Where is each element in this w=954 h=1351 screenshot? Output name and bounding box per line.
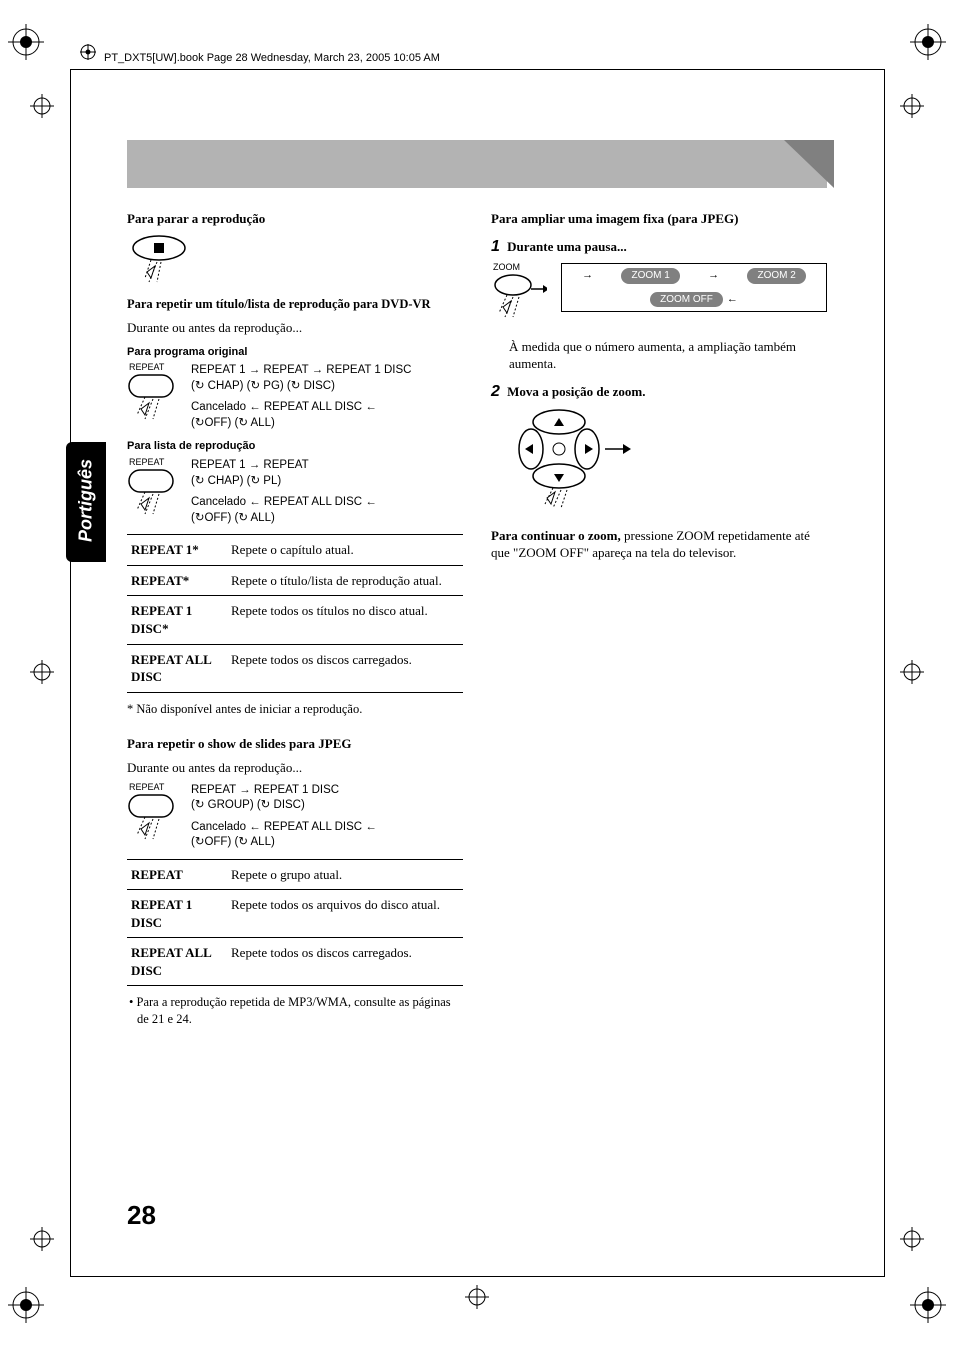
term: REPEAT 1* [127, 535, 227, 566]
zoom-button-label: ZOOM [493, 263, 561, 272]
step-number: 2 [491, 383, 500, 400]
cycle-text: (↻OFF) (↻ ALL) [191, 416, 463, 432]
definition: Repete o título/lista de reprodução atua… [227, 565, 463, 596]
frame-line [70, 69, 71, 1277]
repeat-jpeg-diagram: REPEAT REPEAT → REPEAT 1 DISC (↻ GROUP) … [127, 783, 463, 851]
reg-mark-icon [8, 24, 44, 60]
zoom-note-text: À medida que o número aumenta, a ampliaç… [509, 338, 827, 373]
zoom-level-pill: ZOOM 2 [747, 268, 805, 284]
cycle-text: (↻OFF) (↻ ALL) [191, 835, 463, 851]
table-row: REPEAT* Repete o título/lista de reprodu… [127, 565, 463, 596]
cross-pin-icon [900, 94, 924, 118]
arrow-icon: → [582, 268, 593, 283]
reg-mark-icon [8, 1287, 44, 1323]
zoom-button-icon [491, 273, 547, 323]
cycle-text: REPEAT → REPEAT 1 DISC [191, 783, 463, 799]
cross-pin-icon [30, 660, 54, 684]
table-row: REPEAT 1* Repete o capítulo atual. [127, 535, 463, 566]
language-tab: Portiguês [66, 442, 106, 562]
step-text: Mova a posição de zoom. [507, 384, 645, 399]
label-original-program: Para programa original [127, 345, 463, 360]
table-row: REPEAT ALL DISC Repete todos os discos c… [127, 938, 463, 986]
page-number: 28 [127, 1200, 156, 1231]
step-number: 1 [491, 238, 500, 255]
zoom-off-pill: ZOOM OFF [650, 292, 723, 308]
stop-button-figure [127, 234, 463, 291]
header-bar [127, 140, 827, 188]
cycle-text: REPEAT 1 → REPEAT → REPEAT 1 DISC [191, 363, 463, 379]
table-row: REPEAT 1 DISC* Repete todos os títulos n… [127, 596, 463, 644]
arrow-icon: ← [727, 292, 738, 307]
before-play-text: Durante ou antes da reprodução... [127, 319, 463, 337]
table-row: REPEAT Repete o grupo atual. [127, 859, 463, 890]
bullet-note: • Para a reprodução repetida de MP3/WMA,… [127, 994, 463, 1028]
repeat-button-icon [127, 793, 183, 841]
definition: Repete o capítulo atual. [227, 535, 463, 566]
heading-stop: Para parar a reprodução [127, 210, 463, 228]
frame-line [70, 69, 885, 70]
step-text: Durante uma pausa... [507, 239, 627, 254]
footnote-text: * Não disponível antes de iniciar a repr… [127, 701, 463, 718]
book-meta-text: PT_DXT5[UW].book Page 28 Wednesday, Marc… [104, 52, 440, 64]
repeat-button-label: REPEAT [129, 458, 191, 467]
dpad-figure [509, 408, 827, 513]
cross-pin-icon [900, 660, 924, 684]
table-row: REPEAT 1 DISC Repete todos os arquivos d… [127, 890, 463, 938]
repeat-jpeg-definitions-table: REPEAT Repete o grupo atual. REPEAT 1 DI… [127, 859, 463, 987]
zoom-level-pill: ZOOM 1 [621, 268, 679, 284]
definition: Repete o grupo atual. [227, 859, 463, 890]
definition: Repete todos os arquivos do disco atual. [227, 890, 463, 938]
repeat-button-label: REPEAT [129, 363, 191, 372]
language-tab-label: Portiguês [76, 455, 97, 547]
zoom-flow-diagram: ZOOM → ZOOM 1 → ZOOM 2 ZOOM OFF [491, 263, 827, 328]
left-column: Para parar a reprodução Para repetir um … [127, 210, 463, 1034]
cross-pin-icon [900, 1227, 924, 1251]
heading-zoom: Para ampliar uma imagem fixa (para JPEG) [491, 210, 827, 228]
frame-line [884, 69, 885, 1277]
cross-pin-icon [465, 1285, 489, 1309]
table-row: REPEAT ALL DISC Repete todos os discos c… [127, 644, 463, 692]
repeat-definitions-table: REPEAT 1* Repete o capítulo atual. REPEA… [127, 534, 463, 692]
frame-line [70, 1276, 885, 1277]
header-triangle-icon [784, 140, 834, 188]
cycle-text: Cancelado ← REPEAT ALL DISC ← [191, 400, 463, 416]
definition: Repete todos os títulos no disco atual. [227, 596, 463, 644]
definition: Repete todos os discos carregados. [227, 938, 463, 986]
reg-mark-icon [910, 24, 946, 60]
book-pin-icon [78, 44, 98, 71]
zoom-continue-prefix: Para continuar o zoom, [491, 528, 624, 543]
cross-pin-icon [30, 1227, 54, 1251]
cross-pin-icon [30, 94, 54, 118]
term: REPEAT* [127, 565, 227, 596]
cycle-text: (↻OFF) (↻ ALL) [191, 511, 463, 527]
right-column: Para ampliar uma imagem fixa (para JPEG)… [491, 210, 827, 1034]
cycle-text: (↻ GROUP) (↻ DISC) [191, 798, 463, 814]
heading-repeat-jpeg: Para repetir o show de slides para JPEG [127, 735, 463, 753]
term: REPEAT ALL DISC [127, 644, 227, 692]
arrow-icon: → [708, 268, 719, 283]
cycle-text: Cancelado ← REPEAT ALL DISC ← [191, 495, 463, 511]
heading-repeat-title: Para repetir um título/lista de reproduç… [127, 296, 463, 313]
term: REPEAT [127, 859, 227, 890]
repeat-button-icon [127, 468, 183, 516]
cycle-text: Cancelado ← REPEAT ALL DISC ← [191, 820, 463, 836]
label-playlist: Para lista de reprodução [127, 439, 463, 454]
term: REPEAT 1 DISC* [127, 596, 227, 644]
cycle-text: (↻ CHAP) (↻ PG) (↻ DISC) [191, 379, 463, 395]
definition: Repete todos os discos carregados. [227, 644, 463, 692]
repeat-button-icon [127, 373, 183, 421]
cycle-text: REPEAT 1 → REPEAT [191, 458, 463, 474]
repeat-playlist-diagram: REPEAT REPEAT 1 → REPEAT (↻ CHAP) (↻ PL)… [127, 458, 463, 526]
before-play-text: Durante ou antes da reprodução... [127, 759, 463, 777]
term: REPEAT ALL DISC [127, 938, 227, 986]
repeat-button-label: REPEAT [129, 783, 191, 792]
term: REPEAT 1 DISC [127, 890, 227, 938]
cycle-text: (↻ CHAP) (↻ PL) [191, 474, 463, 490]
reg-mark-icon [910, 1287, 946, 1323]
zoom-continue-text: Para continuar o zoom, pressione ZOOM re… [491, 527, 827, 562]
repeat-original-diagram: REPEAT REPEAT 1 → REPEAT → REPEAT 1 DISC… [127, 363, 463, 431]
